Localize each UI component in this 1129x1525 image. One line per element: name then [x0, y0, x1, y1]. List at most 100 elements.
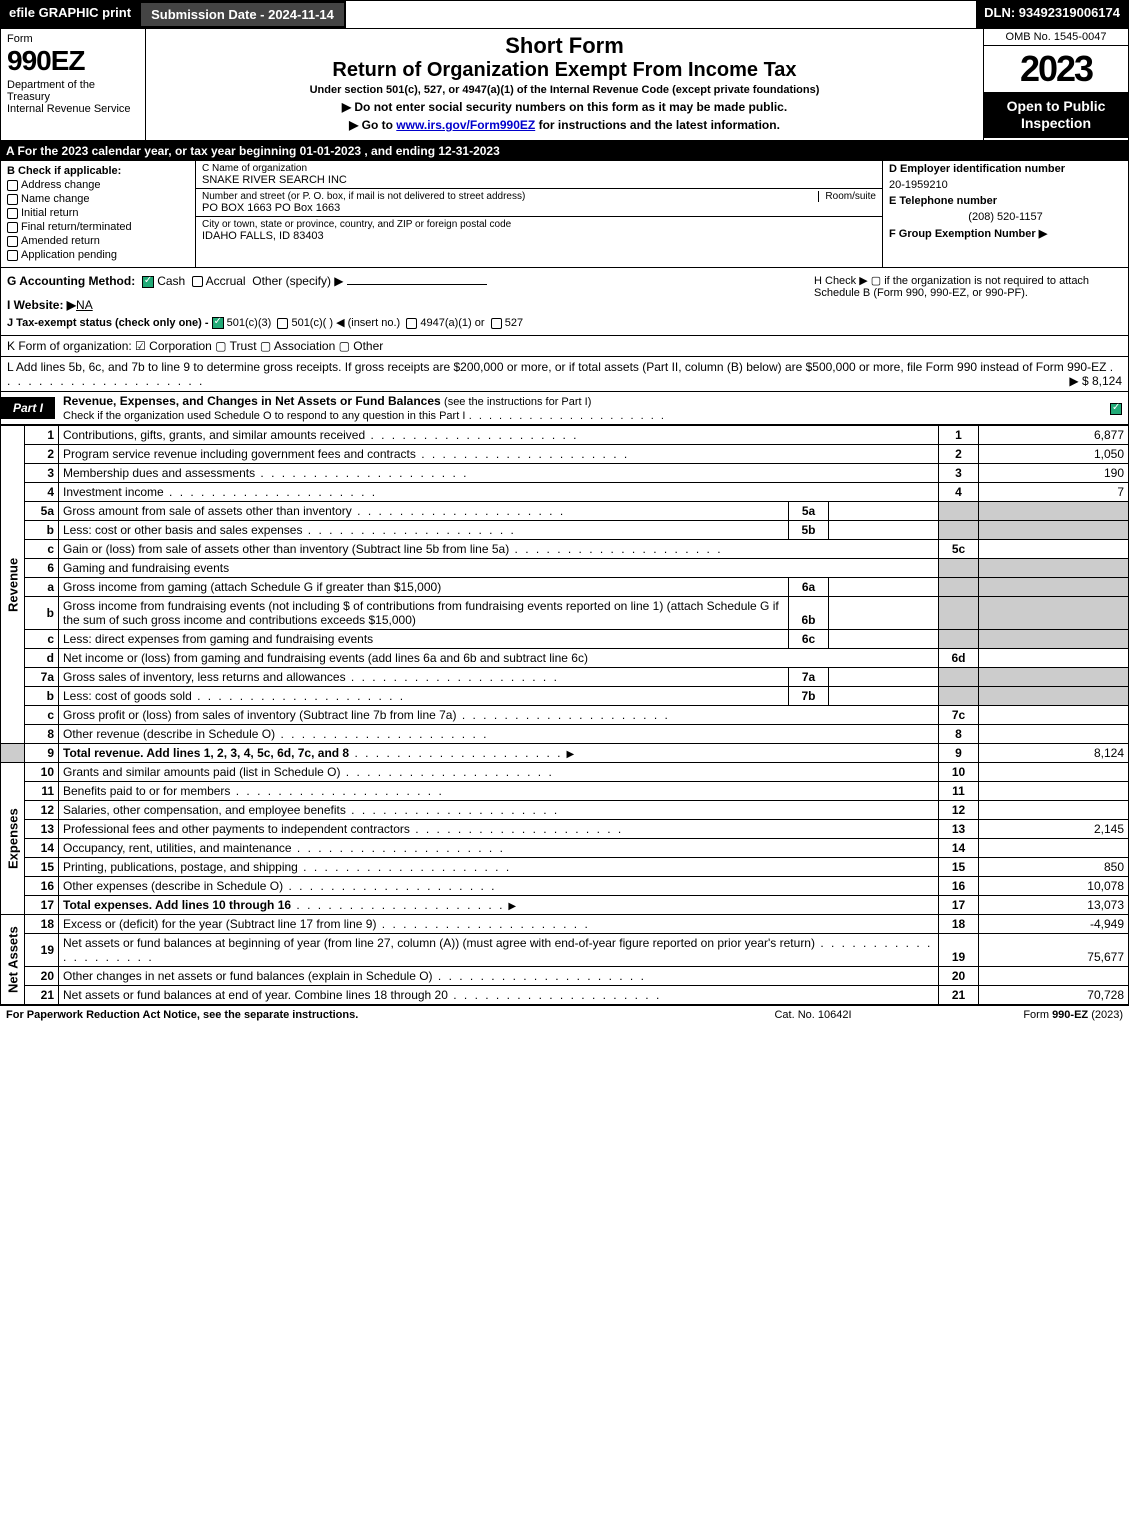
- line-num: 12: [939, 801, 979, 820]
- subcol: 6c: [789, 630, 829, 649]
- efile-print-label[interactable]: efile GRAPHIC print: [1, 1, 139, 28]
- grey-cell: [979, 502, 1129, 521]
- g-other-blank: [347, 284, 487, 285]
- line-num: 10: [939, 763, 979, 782]
- line-10-desc: Grants and similar amounts paid (list in…: [63, 765, 340, 779]
- cb-application-pending-label: Application pending: [21, 249, 117, 261]
- dots-icon: [448, 988, 661, 1002]
- line-val: [979, 763, 1129, 782]
- line-desc: Other revenue (describe in Schedule O): [59, 725, 939, 744]
- lineno: 20: [25, 967, 59, 986]
- col-b-header: B Check if applicable:: [7, 165, 189, 177]
- line-val: 1,050: [979, 445, 1129, 464]
- line-num: 21: [939, 986, 979, 1005]
- row-gh-left: G Accounting Method: Cash Accrual Other …: [1, 268, 808, 335]
- subcol: 6b: [789, 597, 829, 630]
- j-label: J Tax-exempt status (check only one) -: [7, 317, 212, 329]
- instr-goto-post: for instructions and the latest informat…: [535, 118, 780, 132]
- line-val: [979, 540, 1129, 559]
- line-2-desc: Program service revenue including govern…: [63, 447, 416, 461]
- line-5b-desc: Less: cost or other basis and sales expe…: [63, 523, 302, 537]
- lineno: 13: [25, 820, 59, 839]
- line-desc: Program service revenue including govern…: [59, 445, 939, 464]
- lineno: 16: [25, 877, 59, 896]
- footer-form-bold: 990-EZ: [1052, 1009, 1088, 1021]
- subtitle: Under section 501(c), 527, or 4947(a)(1)…: [152, 84, 977, 96]
- g-label: G Accounting Method:: [7, 274, 135, 288]
- line-7a-desc: Gross sales of inventory, less returns a…: [63, 670, 346, 684]
- footer-paperwork: For Paperwork Reduction Act Notice, see …: [6, 1009, 683, 1021]
- cb-name-change[interactable]: Name change: [7, 193, 189, 205]
- checkbox-icon: [406, 318, 417, 329]
- cb-address-change[interactable]: Address change: [7, 179, 189, 191]
- line-5c-desc: Gain or (loss) from sale of assets other…: [63, 542, 509, 556]
- line-11-desc: Benefits paid to or for members: [63, 784, 230, 798]
- line-num: 19: [939, 934, 979, 967]
- grey-cell: [939, 521, 979, 540]
- header-center: Short Form Return of Organization Exempt…: [146, 29, 983, 140]
- grey-cell: [939, 578, 979, 597]
- lineno: 3: [25, 464, 59, 483]
- checkbox-icon: [7, 180, 18, 191]
- line-9-desc: Total revenue. Add lines 1, 2, 3, 4, 5c,…: [63, 746, 349, 760]
- dots-icon: [164, 485, 377, 499]
- instr-goto: ▶ Go to www.irs.gov/Form990EZ for instru…: [152, 118, 977, 132]
- line-desc: Gross income from gaming (attach Schedul…: [59, 578, 789, 597]
- open-to-public: Open to Public Inspection: [984, 92, 1128, 138]
- line-desc: Less: direct expenses from gaming and fu…: [59, 630, 789, 649]
- part1-title: Revenue, Expenses, and Changes in Net As…: [55, 392, 1110, 424]
- part1-tab: Part I: [1, 397, 55, 419]
- ein-label: D Employer identification number: [883, 161, 1128, 177]
- line-l-value: ▶ $ 8,124: [1069, 374, 1122, 388]
- g-other: Other (specify) ▶: [252, 274, 343, 288]
- line-desc: Printing, publications, postage, and shi…: [59, 858, 939, 877]
- dots-icon: [291, 898, 504, 912]
- line-desc: Gross profit or (loss) from sales of inv…: [59, 706, 939, 725]
- lineno: 7a: [25, 668, 59, 687]
- line-desc: Net assets or fund balances at end of ye…: [59, 986, 939, 1005]
- grey-cell: [939, 687, 979, 706]
- line-desc: Benefits paid to or for members: [59, 782, 939, 801]
- line-20-desc: Other changes in net assets or fund bala…: [63, 969, 433, 983]
- checkbox-icon: [7, 194, 18, 205]
- cb-application-pending[interactable]: Application pending: [7, 249, 189, 261]
- dots-icon: [275, 727, 488, 741]
- arrow-icon: [562, 746, 578, 760]
- line-k: K Form of organization: ☑ Corporation ▢ …: [0, 336, 1129, 357]
- cb-amended-return[interactable]: Amended return: [7, 235, 189, 247]
- irs-link[interactable]: www.irs.gov/Form990EZ: [396, 118, 535, 132]
- org-city-label: City or town, state or province, country…: [202, 219, 876, 230]
- dots-icon: [283, 879, 496, 893]
- line-val: 13,073: [979, 896, 1129, 915]
- dots-icon: [346, 670, 559, 684]
- lineno: b: [25, 521, 59, 540]
- org-name-block: C Name of organization SNAKE RIVER SEARC…: [196, 161, 882, 189]
- line-desc: Gross income from fundraising events (no…: [59, 597, 789, 630]
- grey-cell: [979, 687, 1129, 706]
- lineno: 2: [25, 445, 59, 464]
- lineno: 14: [25, 839, 59, 858]
- j-501c: 501(c)( ) ◀ (insert no.): [291, 317, 400, 329]
- line-num: 7c: [939, 706, 979, 725]
- line-8-desc: Other revenue (describe in Schedule O): [63, 727, 275, 741]
- i-label: I Website: ▶: [7, 298, 76, 312]
- line-5a-desc: Gross amount from sale of assets other t…: [63, 504, 352, 518]
- line-desc: Gaming and fundraising events: [59, 559, 939, 578]
- subcol: 6a: [789, 578, 829, 597]
- line-6c-desc: Less: direct expenses from gaming and fu…: [63, 632, 373, 646]
- line-j: J Tax-exempt status (check only one) - 5…: [7, 316, 802, 329]
- lineno: a: [25, 578, 59, 597]
- cb-final-return[interactable]: Final return/terminated: [7, 221, 189, 233]
- top-bar: efile GRAPHIC print Submission Date - 20…: [0, 0, 1129, 29]
- line-19-desc: Net assets or fund balances at beginning…: [63, 936, 815, 950]
- grey-cell: [979, 630, 1129, 649]
- dln-label: DLN: 93492319006174: [976, 1, 1128, 28]
- lineno: 12: [25, 801, 59, 820]
- grey-cell: [939, 630, 979, 649]
- line-desc: Gross amount from sale of assets other t…: [59, 502, 789, 521]
- dots-icon: [340, 765, 553, 779]
- lineno: b: [25, 597, 59, 630]
- phone-label: E Telephone number: [883, 193, 1128, 209]
- col-c-org-info: C Name of organization SNAKE RIVER SEARC…: [196, 161, 883, 267]
- cb-initial-return[interactable]: Initial return: [7, 207, 189, 219]
